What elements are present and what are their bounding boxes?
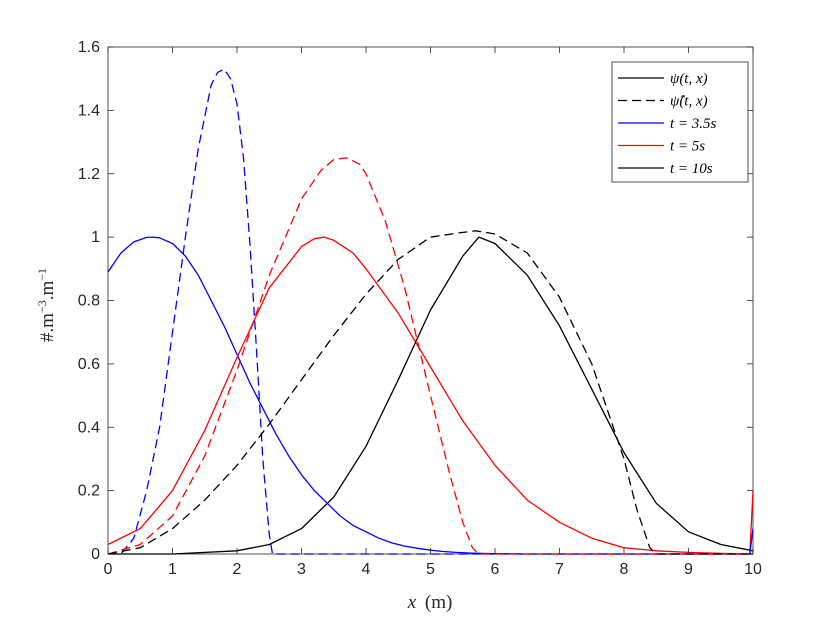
legend-label: ψ̂(t, x) [670, 94, 708, 110]
y-tick-label: 0.6 [78, 356, 100, 373]
y-tick-label: 1 [91, 229, 100, 246]
x-axis-label-unit: (m) [425, 592, 452, 613]
x-axis-ticks: 0 1 2 3 4 5 6 7 8 9 10 [104, 47, 762, 578]
x-axis-label-variable: x [407, 592, 417, 613]
x-tick-label: 0 [104, 561, 113, 578]
y-axis-label-exponent-1: −3 [35, 300, 49, 313]
y-axis-label-main: #.m [37, 313, 58, 342]
x-tick-label: 7 [555, 561, 564, 578]
y-tick-label: 0 [91, 546, 100, 563]
legend-entries: ψ(t, x) ψ̂(t, x) t = 3.5s t = 5s t = 10s [618, 71, 717, 177]
y-tick-label: 0.8 [78, 293, 100, 310]
series-line-1 [107, 236, 753, 555]
x-tick-label: 6 [491, 561, 500, 578]
legend-label: t = 10s [670, 161, 713, 177]
y-axis-ticks: 0 0.2 0.4 0.6 0.8 1 1.2 1.4 1.6 [78, 39, 753, 563]
legend-label: ψ(t, x) [670, 71, 708, 87]
y-axis-label: #.m−3.m−1 [35, 268, 58, 342]
x-tick-label: 9 [684, 561, 693, 578]
series-line-3 [107, 236, 754, 555]
y-tick-label: 1.2 [78, 166, 100, 183]
x-tick-label: 3 [297, 561, 306, 578]
x-axis-label: x (m) [407, 592, 453, 613]
legend-label: t = 3.5s [670, 116, 717, 132]
series-line-4 [107, 157, 753, 555]
series-line-5 [108, 236, 754, 555]
x-tick-label: 10 [744, 561, 762, 578]
legend: ψ(t, x) ψ̂(t, x) t = 3.5s t = 5s t = 10s [611, 61, 749, 183]
series-line-8 [749, 528, 754, 555]
x-tick-label: 2 [233, 561, 242, 578]
x-tick-label: 8 [620, 561, 629, 578]
x-tick-label: 5 [426, 561, 435, 578]
y-axis-label-exponent-2: −1 [35, 268, 49, 281]
x-tick-label: 1 [168, 561, 177, 578]
legend-box [611, 61, 749, 183]
series-layer [107, 68, 754, 555]
y-tick-label: 0.2 [78, 483, 100, 500]
y-tick-label: 1.4 [78, 102, 100, 119]
series-line-6 [107, 230, 753, 555]
series-line-2 [108, 68, 753, 555]
legend-label: t = 5s [670, 139, 705, 155]
series-line-7 [749, 490, 754, 555]
x-tick-label: 4 [362, 561, 371, 578]
y-axis-label-mid: .m [37, 281, 58, 301]
y-tick-label: 0.4 [78, 419, 100, 436]
y-tick-label: 1.6 [78, 39, 100, 56]
